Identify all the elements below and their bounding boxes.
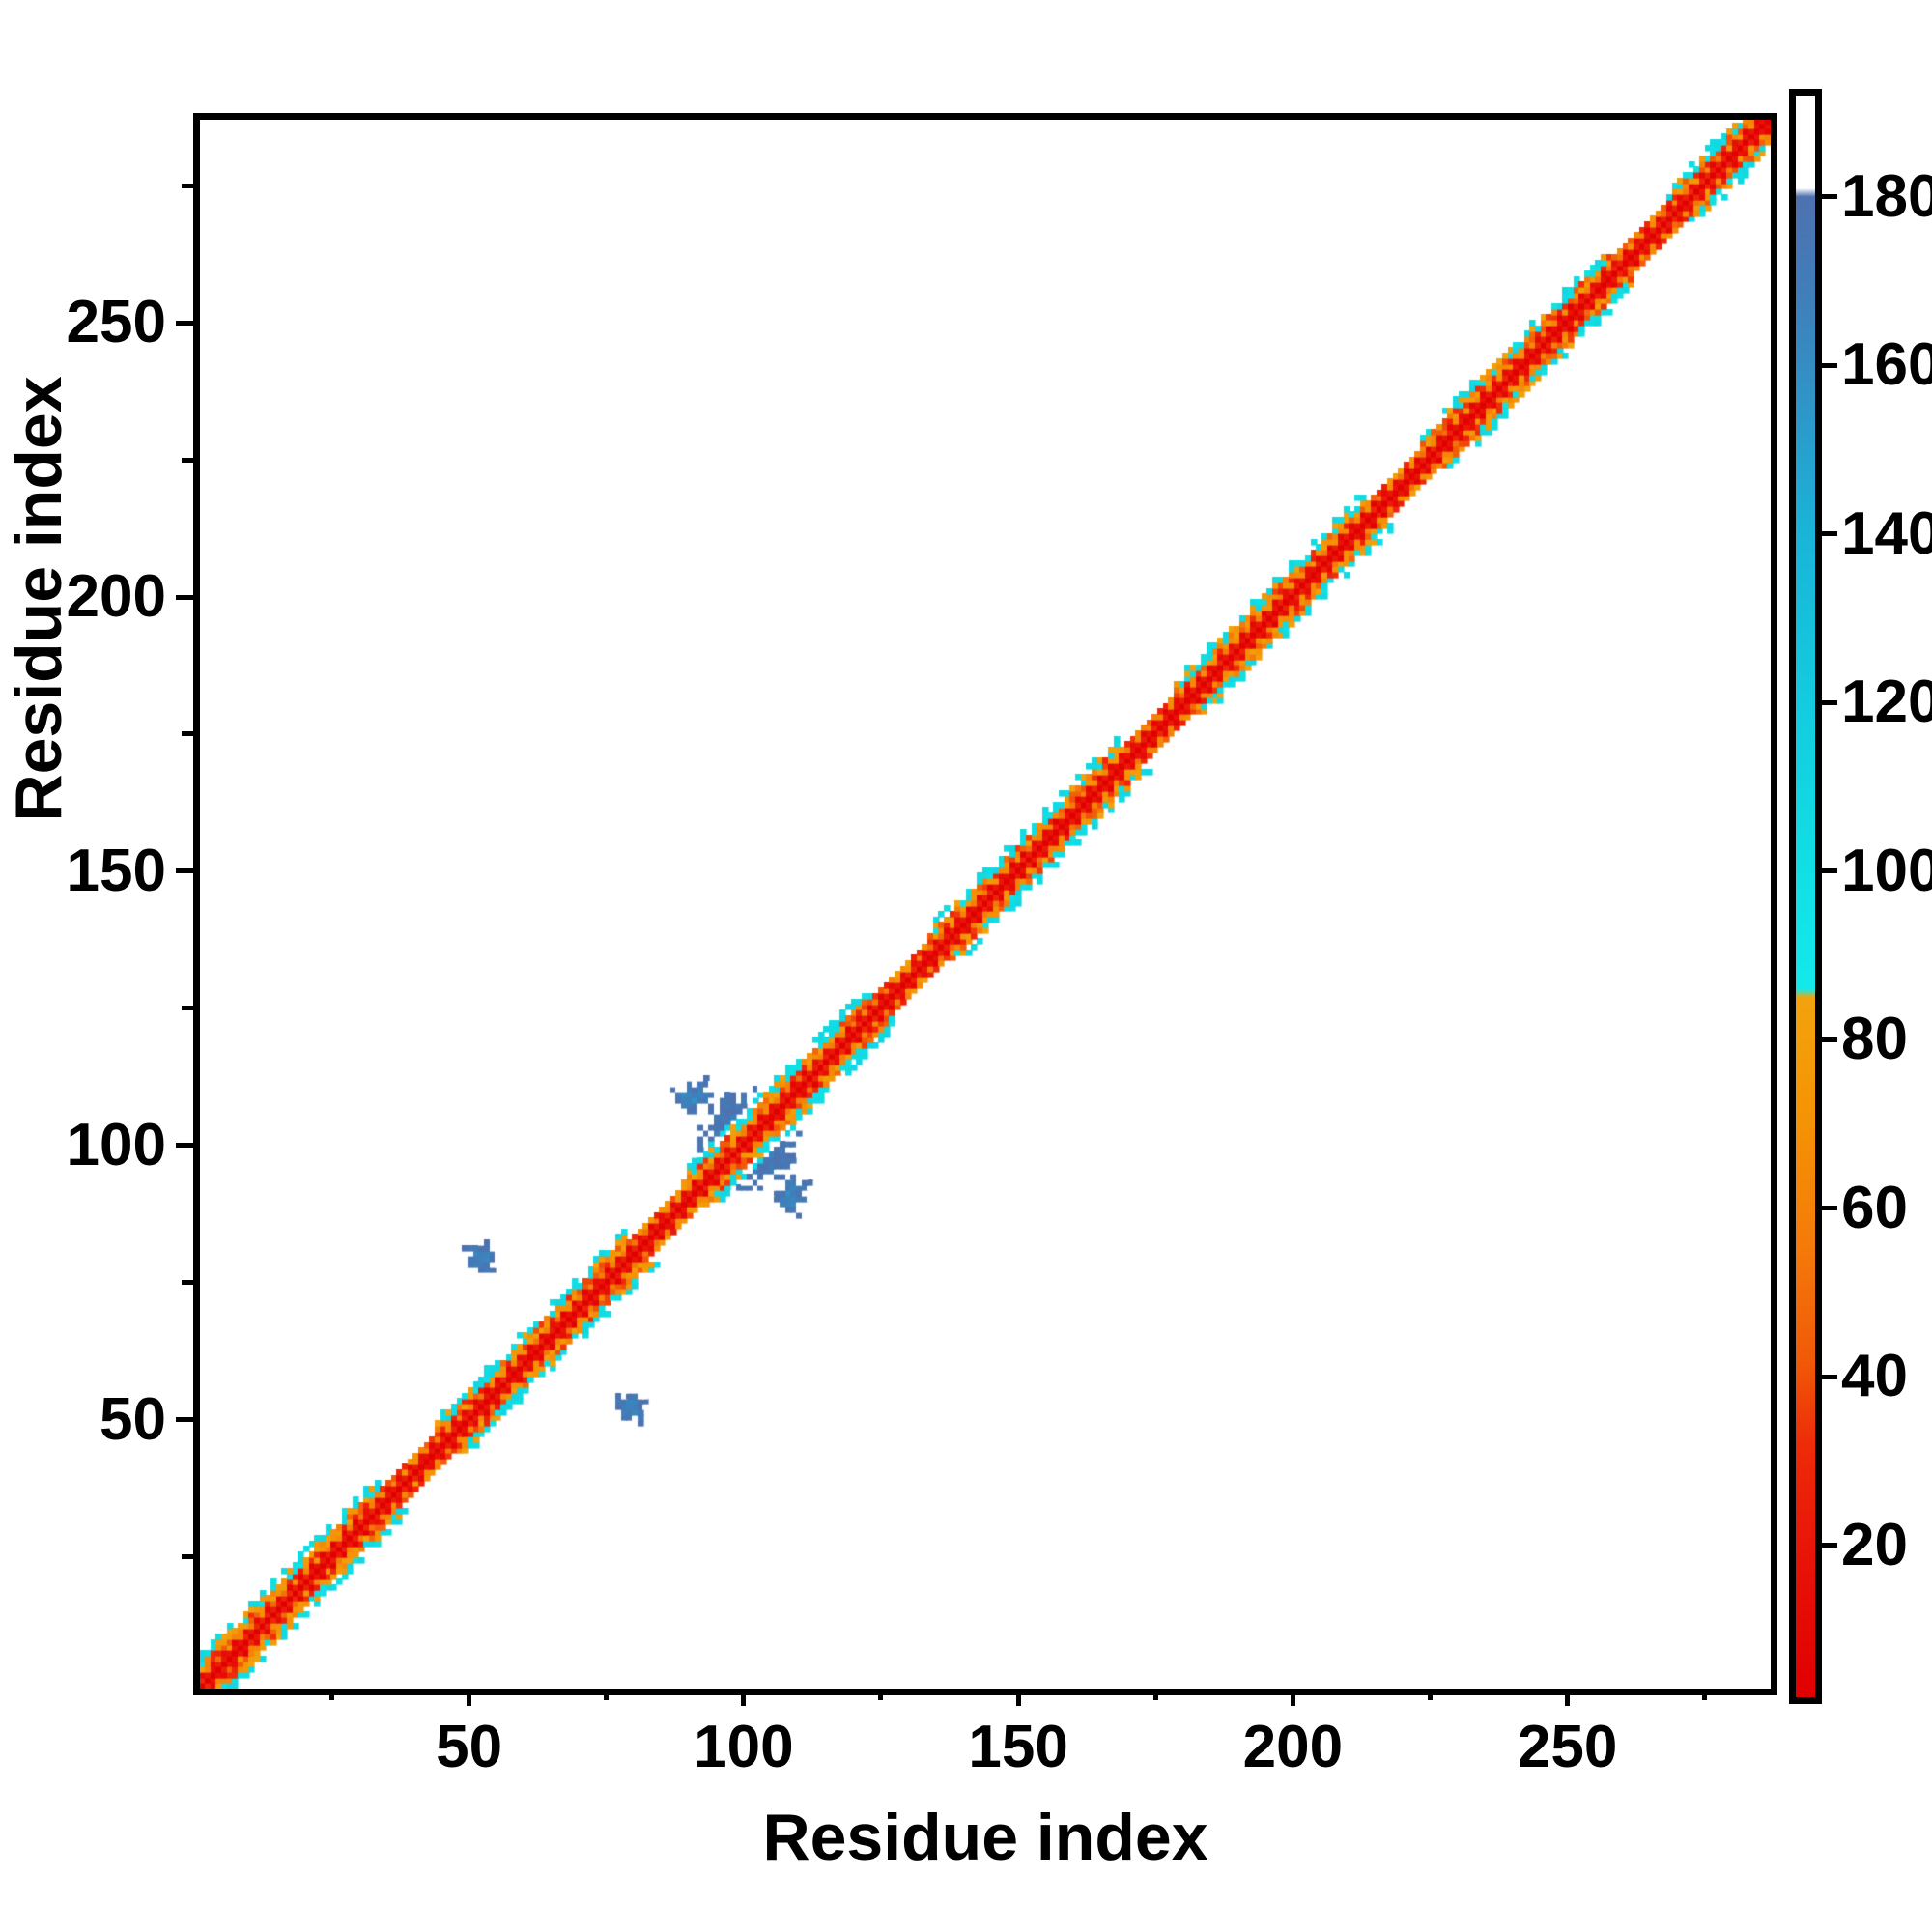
y-tick-label-50: 50	[99, 1385, 166, 1453]
colorbar-label-120: 120	[1841, 668, 1932, 736]
y-tick-50	[176, 1417, 193, 1423]
colorbar-tick-120	[1822, 699, 1837, 705]
y-tick-200	[176, 594, 193, 600]
x-tick-label-150: 150	[968, 1714, 1068, 1780]
y-tick-150	[176, 868, 193, 874]
colorbar-tick-180	[1822, 194, 1837, 200]
x-tick-label-250: 250	[1517, 1714, 1618, 1780]
y-minor-tick-225	[182, 457, 193, 463]
heatmap-canvas	[200, 120, 1771, 1689]
x-tick-100	[741, 1689, 747, 1706]
colorbar-tick-160	[1822, 362, 1837, 368]
colorbar-label-180: 180	[1841, 162, 1932, 230]
y-minor-tick-175	[182, 731, 193, 737]
x-tick-label-50: 50	[436, 1714, 503, 1780]
y-minor-tick-275	[182, 183, 193, 188]
colorbar-label-60: 60	[1841, 1174, 1908, 1241]
colorbar-tick-60	[1822, 1206, 1837, 1211]
x-tick-250	[1565, 1689, 1571, 1706]
x-tick-200	[1290, 1689, 1295, 1706]
colorbar-gradient	[1796, 96, 1815, 1697]
x-minor-tick-125	[878, 1689, 884, 1700]
plot-frame	[193, 113, 1777, 1695]
colorbar-label-140: 140	[1841, 499, 1932, 567]
x-minor-tick-25	[328, 1689, 334, 1700]
x-minor-tick-175	[1152, 1689, 1158, 1700]
x-tick-label-200: 200	[1242, 1714, 1344, 1780]
y-tick-label-250: 250	[66, 289, 166, 356]
x-tick-150	[1015, 1689, 1021, 1706]
colorbar-tick-140	[1822, 531, 1837, 537]
colorbar-tick-40	[1822, 1374, 1837, 1379]
colorbar-label-80: 80	[1841, 1006, 1908, 1073]
x-tick-label-100: 100	[694, 1714, 794, 1780]
y-axis-title: Residue index	[2, 376, 75, 822]
colorbar-label-40: 40	[1841, 1343, 1908, 1410]
y-minor-tick-25	[182, 1554, 193, 1560]
colorbar-tick-100	[1822, 868, 1837, 874]
colorbar	[1789, 89, 1822, 1704]
colorbar-frame	[1789, 89, 1822, 1704]
colorbar-label-100: 100	[1841, 837, 1932, 904]
y-tick-250	[176, 320, 193, 326]
x-minor-tick-225	[1428, 1689, 1433, 1700]
colorbar-tick-80	[1822, 1037, 1837, 1042]
y-minor-tick-125	[182, 1006, 193, 1011]
y-tick-label-150: 150	[66, 837, 166, 904]
x-tick-50	[467, 1689, 472, 1706]
y-tick-label-200: 200	[66, 563, 166, 630]
x-axis-title: Residue index	[762, 1801, 1208, 1874]
y-tick-100	[176, 1143, 193, 1149]
x-minor-tick-275	[1702, 1689, 1708, 1700]
colorbar-tick-20	[1822, 1543, 1837, 1548]
x-minor-tick-75	[604, 1689, 610, 1700]
y-minor-tick-75	[182, 1280, 193, 1286]
y-tick-label-100: 100	[66, 1111, 166, 1179]
colorbar-label-20: 20	[1841, 1511, 1908, 1578]
colorbar-label-160: 160	[1841, 331, 1932, 399]
